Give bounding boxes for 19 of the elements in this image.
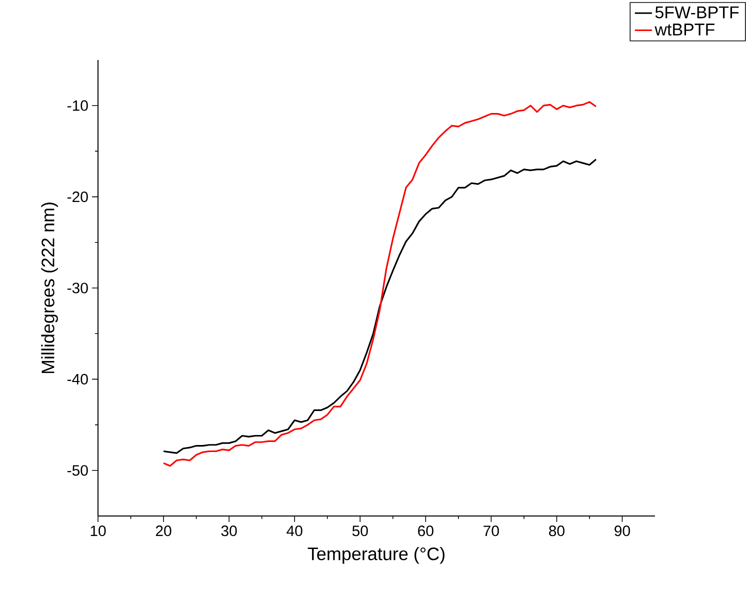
y-tick-label: -20: [67, 191, 88, 202]
legend-label: wtBPTF: [654, 24, 714, 36]
line-series: [162, 101, 597, 467]
x-tick-label: 30: [221, 526, 237, 536]
x-tick-label: 70: [484, 526, 499, 536]
y-tick-label: -40: [67, 374, 88, 385]
y-tick-label: -50: [67, 465, 88, 476]
x-tick-label: 90: [614, 526, 630, 536]
legend-label: 5FW-BPTF: [655, 6, 739, 18]
x-tick-label: 80: [549, 526, 564, 536]
x-tick-label: 10: [90, 526, 106, 536]
x-axis-title: Temperature (°C): [308, 547, 444, 564]
x-tick-label: 20: [156, 526, 172, 536]
x-tick-label: 60: [418, 526, 434, 536]
y-axis-title: Millidegrees (222 nm): [41, 202, 58, 374]
y-tick-label: -30: [67, 282, 88, 294]
y-tick-label: -10: [67, 100, 88, 111]
x-tick-label: 50: [352, 526, 368, 536]
x-tick-label: 40: [286, 526, 302, 536]
